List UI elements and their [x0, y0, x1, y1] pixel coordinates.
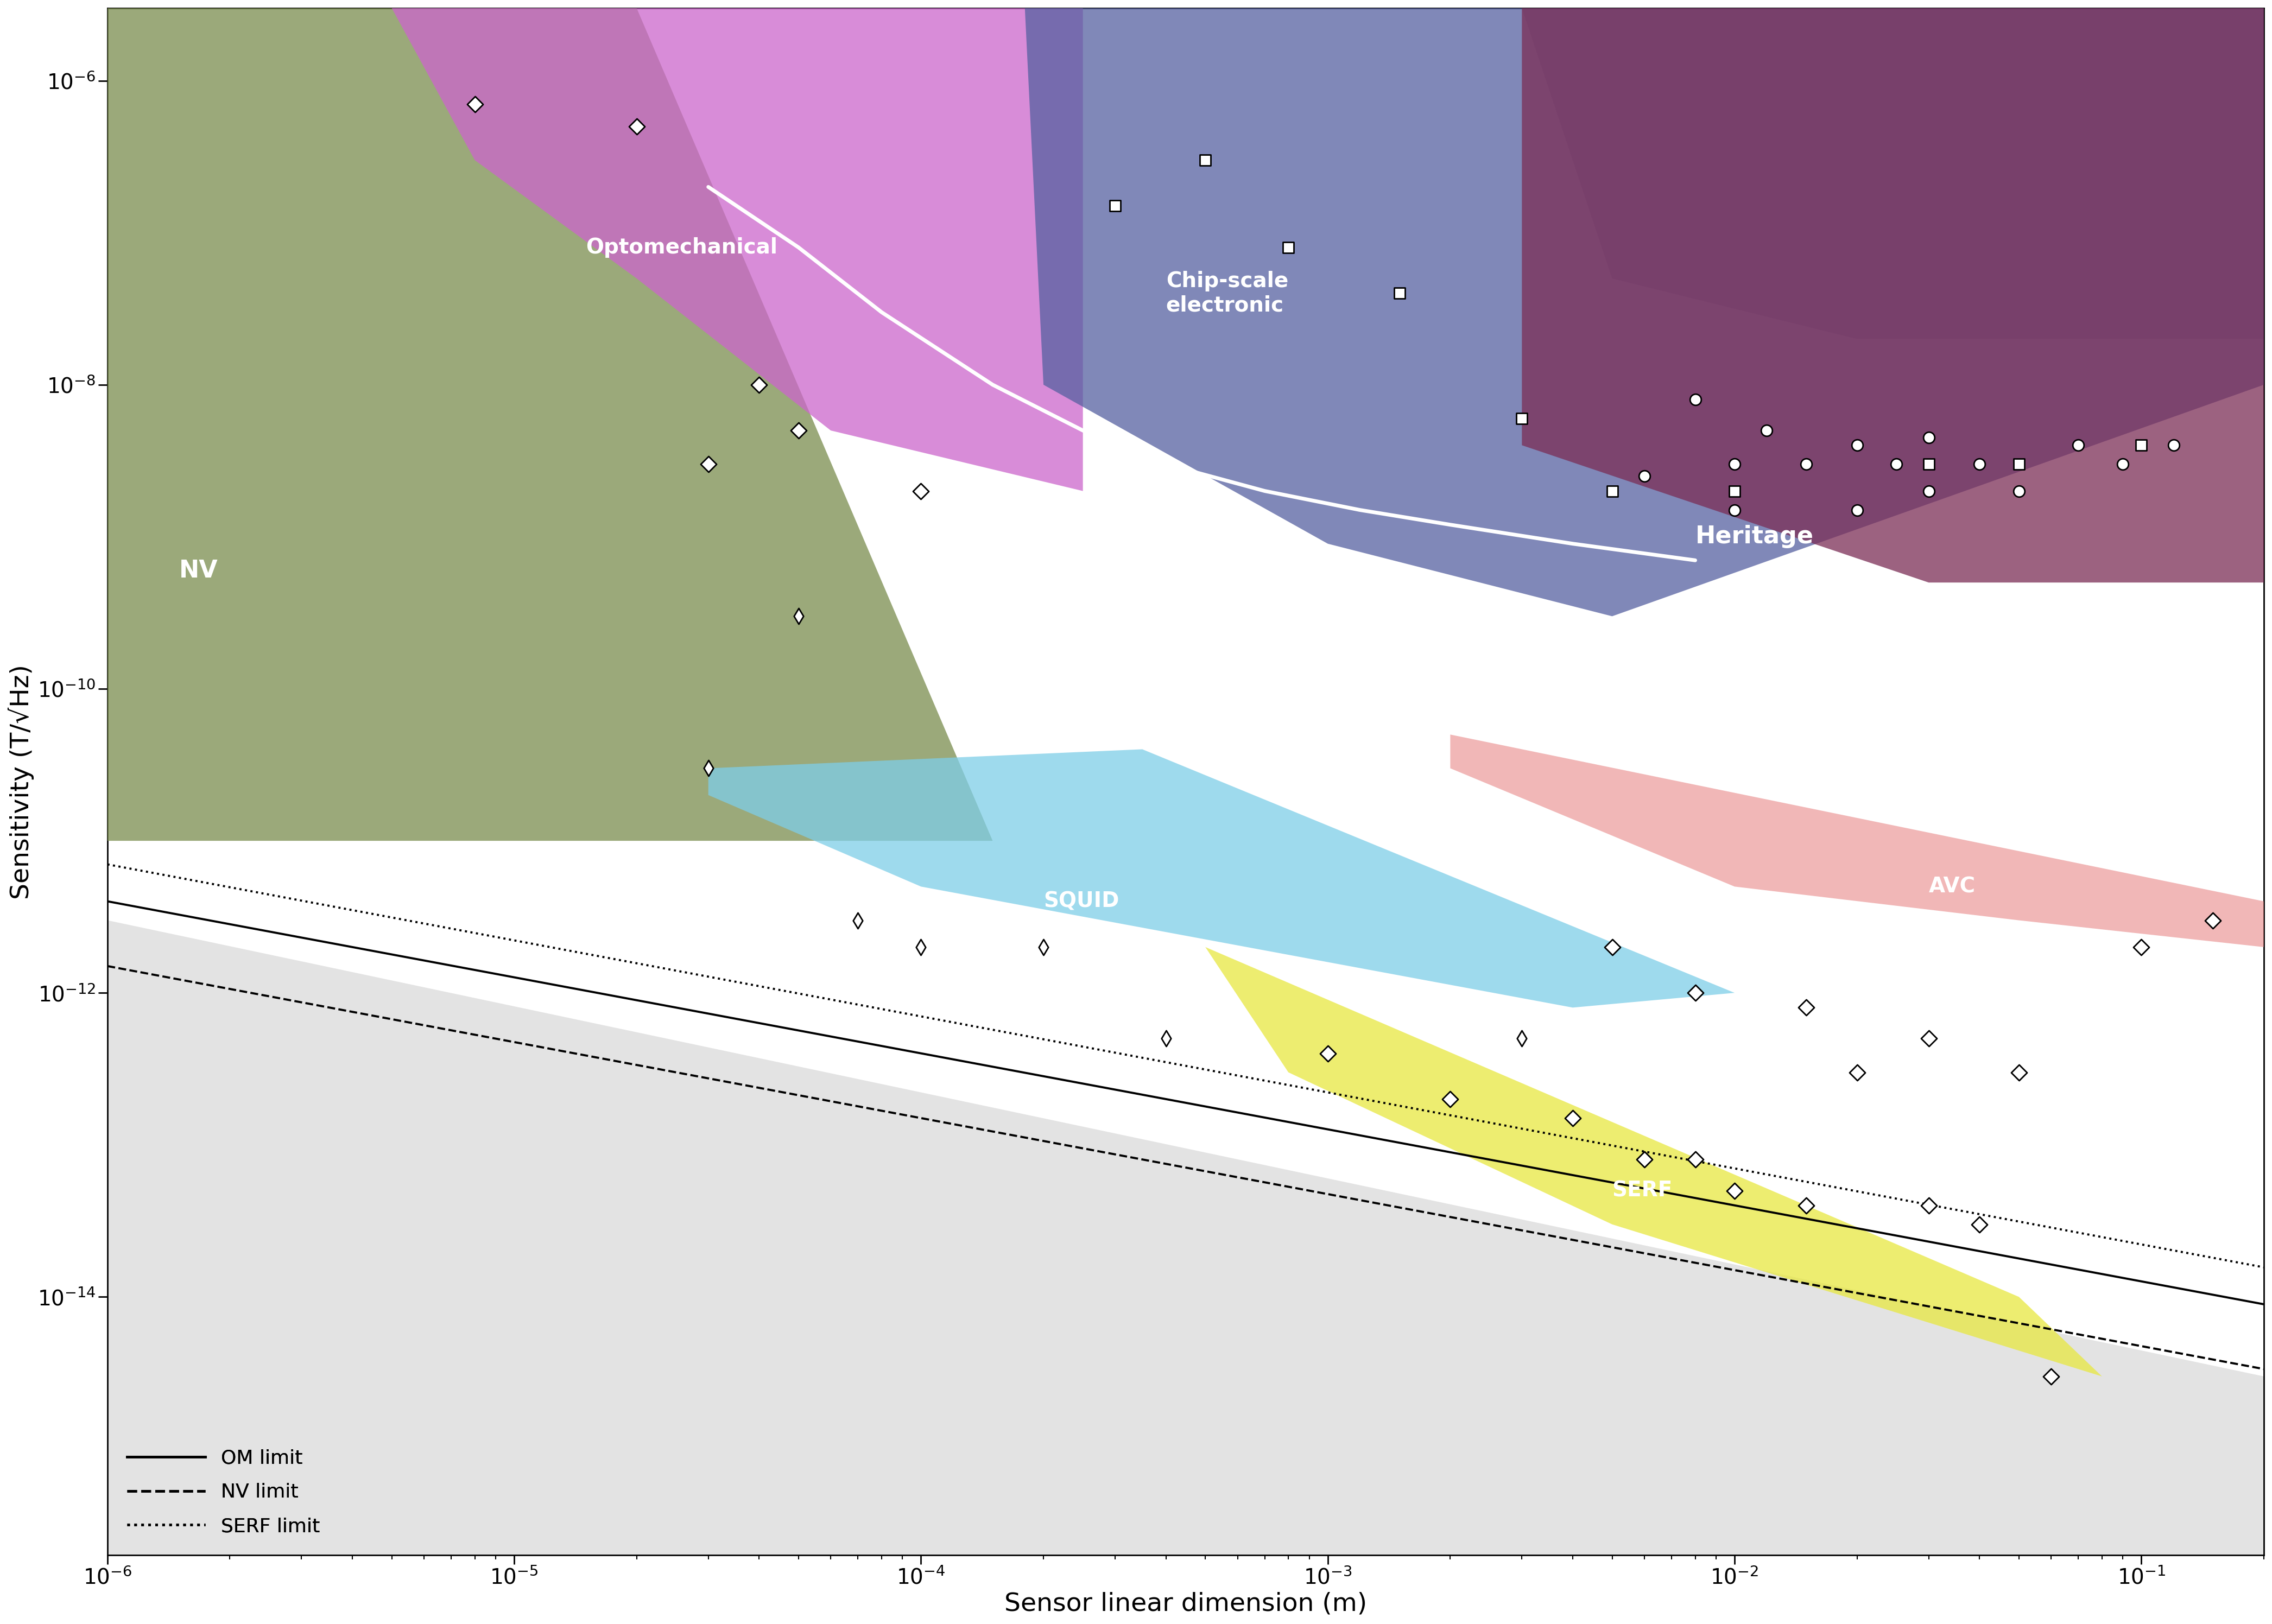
Polygon shape — [709, 749, 1734, 1007]
Polygon shape — [1025, 8, 2263, 615]
Y-axis label: Sensitivity (T/√Hz): Sensitivity (T/√Hz) — [9, 664, 34, 900]
Point — [1911, 451, 1947, 477]
Point — [1838, 1059, 1874, 1085]
Point — [1715, 477, 1752, 503]
Point — [902, 477, 938, 503]
Point — [2061, 432, 2097, 458]
Text: NV: NV — [179, 559, 218, 581]
Point — [1677, 387, 1713, 412]
Point — [1188, 148, 1225, 174]
Point — [1911, 424, 1947, 450]
Point — [1879, 451, 1915, 477]
Text: Heritage: Heritage — [1695, 525, 1813, 549]
Polygon shape — [1522, 8, 2263, 339]
Point — [1838, 497, 1874, 523]
Point — [1504, 406, 1540, 432]
Point — [902, 934, 938, 960]
Point — [1715, 451, 1752, 477]
Text: Optomechanical: Optomechanical — [586, 237, 777, 258]
Point — [1554, 1104, 1590, 1130]
Polygon shape — [1206, 947, 2102, 1377]
Point — [1838, 432, 1874, 458]
Point — [779, 417, 816, 443]
Point — [1309, 1041, 1345, 1067]
Legend: OM limit, NV limit, SERF limit: OM limit, NV limit, SERF limit — [118, 1439, 329, 1546]
Polygon shape — [107, 8, 993, 841]
Point — [2002, 477, 2038, 503]
Point — [1749, 417, 1786, 443]
Point — [618, 114, 654, 140]
Point — [691, 451, 727, 477]
Point — [1147, 1026, 1184, 1052]
Point — [1381, 281, 1418, 307]
Polygon shape — [107, 921, 2263, 1556]
Point — [1270, 234, 1306, 260]
Point — [2104, 451, 2140, 477]
Point — [1504, 1026, 1540, 1052]
Point — [1911, 1026, 1947, 1052]
Point — [779, 603, 816, 628]
Point — [2002, 451, 2038, 477]
Point — [2124, 934, 2161, 960]
Point — [1627, 463, 1663, 489]
Point — [1025, 934, 1061, 960]
Point — [1788, 451, 1824, 477]
Point — [2002, 1059, 2038, 1085]
Text: Chip-scale
electronic: Chip-scale electronic — [1166, 271, 1288, 315]
Point — [457, 91, 493, 117]
Point — [1715, 1177, 1752, 1203]
X-axis label: Sensor linear dimension (m): Sensor linear dimension (m) — [1004, 1592, 1368, 1616]
Point — [1677, 1147, 1713, 1173]
Polygon shape — [1450, 734, 2263, 947]
Text: AVC: AVC — [1929, 877, 1974, 896]
Point — [1961, 451, 1997, 477]
Point — [1961, 1212, 1997, 1237]
Point — [2156, 432, 2192, 458]
Point — [1595, 477, 1631, 503]
Point — [841, 908, 877, 934]
Point — [1911, 1192, 1947, 1218]
Point — [741, 372, 777, 398]
Point — [691, 755, 727, 781]
Polygon shape — [1522, 8, 2263, 583]
Point — [1788, 994, 1824, 1020]
Polygon shape — [391, 8, 1084, 490]
Point — [1715, 497, 1752, 523]
Point — [1595, 934, 1631, 960]
Point — [1431, 1086, 1468, 1112]
Text: SQUID: SQUID — [1043, 892, 1120, 911]
Point — [1627, 1147, 1663, 1173]
Point — [2195, 908, 2231, 934]
Point — [2033, 1364, 2070, 1390]
Point — [1097, 193, 1134, 219]
Point — [1677, 979, 1713, 1005]
Point — [1788, 1192, 1824, 1218]
Point — [1911, 477, 1947, 503]
Point — [2124, 432, 2161, 458]
Text: SERF: SERF — [1613, 1181, 1672, 1200]
